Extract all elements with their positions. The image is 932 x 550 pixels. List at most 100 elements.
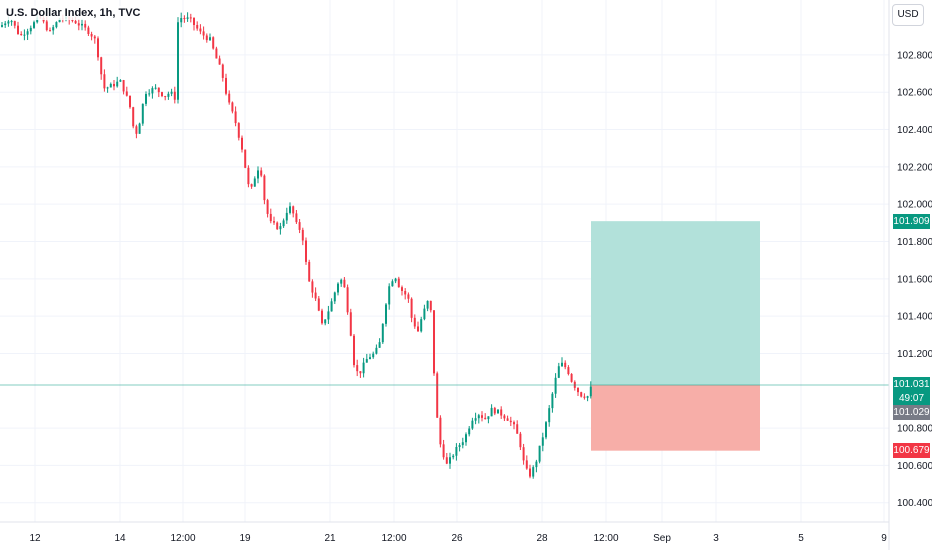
- candle-body: [23, 34, 26, 36]
- candle-body: [161, 92, 163, 97]
- candle-body: [225, 77, 227, 94]
- last-price-tag: 101.031: [893, 377, 930, 392]
- candle-body: [218, 58, 221, 65]
- candle-body: [455, 446, 458, 456]
- candle-body: [529, 468, 531, 477]
- position-zones[interactable]: [591, 221, 760, 451]
- candle-body: [353, 335, 355, 366]
- candle-body: [413, 317, 416, 327]
- price-tick-label: 101.200: [897, 349, 932, 360]
- loss-zone[interactable]: [591, 385, 760, 451]
- candle-body: [580, 392, 583, 397]
- candle-body: [407, 294, 410, 299]
- candle-body: [244, 149, 247, 168]
- candle-body: [183, 18, 186, 20]
- time-tick-label: 5: [798, 533, 804, 544]
- candle-body: [394, 278, 397, 282]
- candle-body: [180, 18, 183, 23]
- symbol-title: U.S. Dollar Index, 1h, TVC: [4, 6, 143, 20]
- candle-body: [493, 407, 496, 414]
- candle-body: [125, 91, 128, 96]
- candle-body: [215, 48, 218, 59]
- candle-body: [90, 33, 93, 37]
- candle-body: [426, 300, 429, 309]
- candle-body: [116, 81, 119, 87]
- candle-body: [20, 33, 23, 35]
- candle-body: [10, 21, 13, 23]
- time-tick-label: 12:00: [593, 533, 618, 544]
- candle-body: [359, 371, 362, 374]
- candle-body: [29, 27, 32, 32]
- candle-body: [548, 408, 551, 423]
- candle-body: [52, 27, 55, 31]
- candle-body: [324, 319, 327, 324]
- price-tick-label: 101.400: [897, 312, 932, 323]
- candle-body: [1, 25, 3, 27]
- price-tick-label: 102.400: [897, 125, 932, 136]
- candle-body: [221, 64, 224, 78]
- candle-body: [289, 206, 291, 213]
- candle-body: [445, 457, 448, 464]
- candle-body: [4, 23, 7, 26]
- candle-body: [557, 366, 560, 378]
- candle-body: [461, 442, 464, 446]
- price-axis[interactable]: 102.800 102.600 102.400 102.200 102.000 101.8…: [897, 50, 932, 509]
- candle-body: [234, 111, 237, 124]
- candle-body: [311, 281, 314, 293]
- candle-body: [13, 21, 16, 26]
- candle-body: [253, 178, 256, 187]
- candle-body: [522, 447, 525, 461]
- candle-body: [340, 279, 343, 284]
- candle-body: [305, 240, 307, 262]
- candle-body: [58, 18, 61, 23]
- candle-body: [81, 23, 83, 26]
- currency-button[interactable]: USD: [892, 4, 924, 26]
- candle-body: [141, 103, 144, 124]
- time-tick-label: 12: [29, 533, 41, 544]
- candle-body: [276, 222, 279, 230]
- candle-body: [164, 96, 167, 98]
- candle-body: [170, 91, 173, 94]
- candle-body: [506, 418, 509, 421]
- candle-body: [365, 359, 368, 363]
- candle-body: [436, 373, 439, 418]
- candle-body: [442, 444, 445, 458]
- price-tick-label: 102.600: [897, 88, 932, 99]
- candle-body: [295, 213, 298, 223]
- candle-body: [250, 184, 253, 187]
- candle-body: [477, 415, 480, 419]
- candle-body: [397, 278, 400, 288]
- candle-body: [292, 206, 295, 214]
- stop-price-tag: 100.679: [893, 443, 930, 458]
- candle-body: [241, 137, 243, 150]
- candle-body: [209, 37, 211, 41]
- candle-body: [45, 21, 48, 31]
- time-axis[interactable]: 12 14 12:00 19 21 12:00 26 28 12:00 Sep 3 5 9: [29, 533, 887, 544]
- candle-body: [279, 226, 282, 230]
- candle-body: [263, 175, 266, 201]
- candle-body: [266, 200, 269, 214]
- time-tick-label: 28: [536, 533, 548, 544]
- candle-body: [513, 422, 515, 425]
- candle-body: [449, 457, 451, 464]
- candle-body: [154, 87, 157, 89]
- candle-body: [205, 35, 208, 41]
- profit-zone[interactable]: [591, 221, 760, 385]
- candle-body: [481, 415, 483, 418]
- price-tick-label: 102.000: [897, 200, 932, 211]
- candle-body: [333, 292, 336, 302]
- candle-body: [257, 170, 259, 179]
- candle-body: [189, 17, 192, 19]
- candle-body: [468, 428, 471, 435]
- candle-body: [55, 22, 58, 28]
- price-tick-label: 100.400: [897, 498, 932, 509]
- candle-body: [49, 30, 51, 32]
- candle-body: [538, 445, 541, 462]
- candle-body: [375, 347, 378, 354]
- candle-body: [391, 281, 394, 287]
- candle-body: [583, 396, 586, 398]
- candle-body: [317, 298, 320, 311]
- candle-body: [298, 222, 301, 230]
- candle-body: [269, 213, 272, 222]
